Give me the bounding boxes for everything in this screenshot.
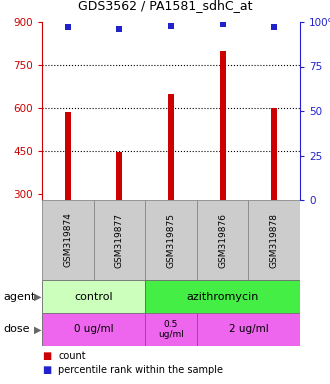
Bar [42, 280, 145, 313]
Text: ■: ■ [42, 364, 51, 375]
Bar [145, 200, 197, 280]
Text: percentile rank within the sample: percentile rank within the sample [58, 364, 223, 375]
Text: 0.5
ug/ml: 0.5 ug/ml [158, 320, 184, 339]
Text: 2 ug/ml: 2 ug/ml [228, 324, 268, 334]
Text: GSM319876: GSM319876 [218, 212, 227, 268]
Text: GSM319874: GSM319874 [63, 213, 72, 267]
Text: GSM319875: GSM319875 [167, 212, 176, 268]
Text: GSM319877: GSM319877 [115, 212, 124, 268]
Text: ■: ■ [42, 351, 51, 361]
Bar [219, 51, 226, 200]
Bar [42, 313, 145, 346]
Bar [42, 200, 94, 280]
Bar [65, 113, 71, 200]
Text: control: control [74, 291, 113, 301]
Bar [271, 108, 277, 200]
Text: ▶: ▶ [34, 291, 42, 301]
Text: GDS3562 / PA1581_sdhC_at: GDS3562 / PA1581_sdhC_at [78, 0, 252, 12]
Text: dose: dose [3, 324, 30, 334]
Text: agent: agent [3, 291, 36, 301]
Bar [248, 200, 300, 280]
Text: azithromycin: azithromycin [186, 291, 259, 301]
Bar [197, 313, 300, 346]
Text: count: count [58, 351, 86, 361]
Bar [145, 313, 197, 346]
Bar [94, 200, 145, 280]
Bar [116, 152, 122, 200]
Bar [197, 200, 248, 280]
Bar [145, 280, 300, 313]
Text: 0 ug/ml: 0 ug/ml [74, 324, 114, 334]
Text: GSM319878: GSM319878 [270, 212, 279, 268]
Bar [168, 94, 174, 200]
Text: ▶: ▶ [34, 324, 42, 334]
